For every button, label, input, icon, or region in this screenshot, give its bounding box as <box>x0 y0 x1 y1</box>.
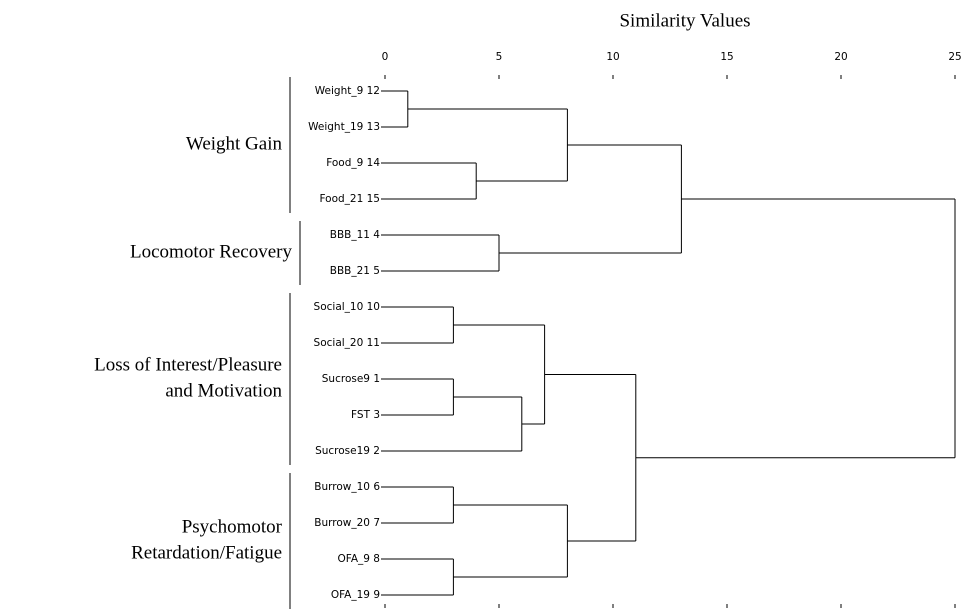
leaf-label: OFA_9 8 <box>338 553 380 565</box>
group-label: Retardation/Fatigue <box>131 542 282 563</box>
x-tick-label: 15 <box>720 51 733 63</box>
leaf-label: Sucrose19 2 <box>315 445 380 457</box>
leaf-label: Weight_19 13 <box>308 121 380 133</box>
leaf-label: Food_21 15 <box>320 193 381 205</box>
leaf-label: Weight_9 12 <box>315 85 380 97</box>
leaf-label: FST 3 <box>351 409 380 421</box>
group-label: Locomotor Recovery <box>130 241 292 262</box>
x-tick-label: 20 <box>834 51 847 63</box>
group-label: Weight Gain <box>186 133 283 154</box>
x-tick-label: 25 <box>948 51 961 63</box>
leaf-label: Burrow_20 7 <box>314 517 380 529</box>
x-tick-label: 10 <box>606 51 619 63</box>
leaf-label: Social_10 10 <box>314 301 380 313</box>
group-label: and Motivation <box>165 380 282 401</box>
leaf-label: Food_9 14 <box>326 157 380 169</box>
leaf-label: Burrow_10 6 <box>314 481 380 493</box>
group-label: Loss of Interest/Pleasure <box>94 354 282 375</box>
leaf-label: BBB_11 4 <box>330 229 381 241</box>
leaf-label: Sucrose9 1 <box>322 373 380 385</box>
chart-title: Similarity Values <box>619 10 750 31</box>
leaf-label: BBB_21 5 <box>330 265 380 277</box>
group-label: Psychomotor <box>182 516 283 537</box>
leaf-label: Social_20 11 <box>314 337 380 349</box>
x-tick-label: 5 <box>496 51 503 63</box>
x-tick-label: 0 <box>382 51 389 63</box>
leaf-label: OFA_19 9 <box>331 589 380 601</box>
